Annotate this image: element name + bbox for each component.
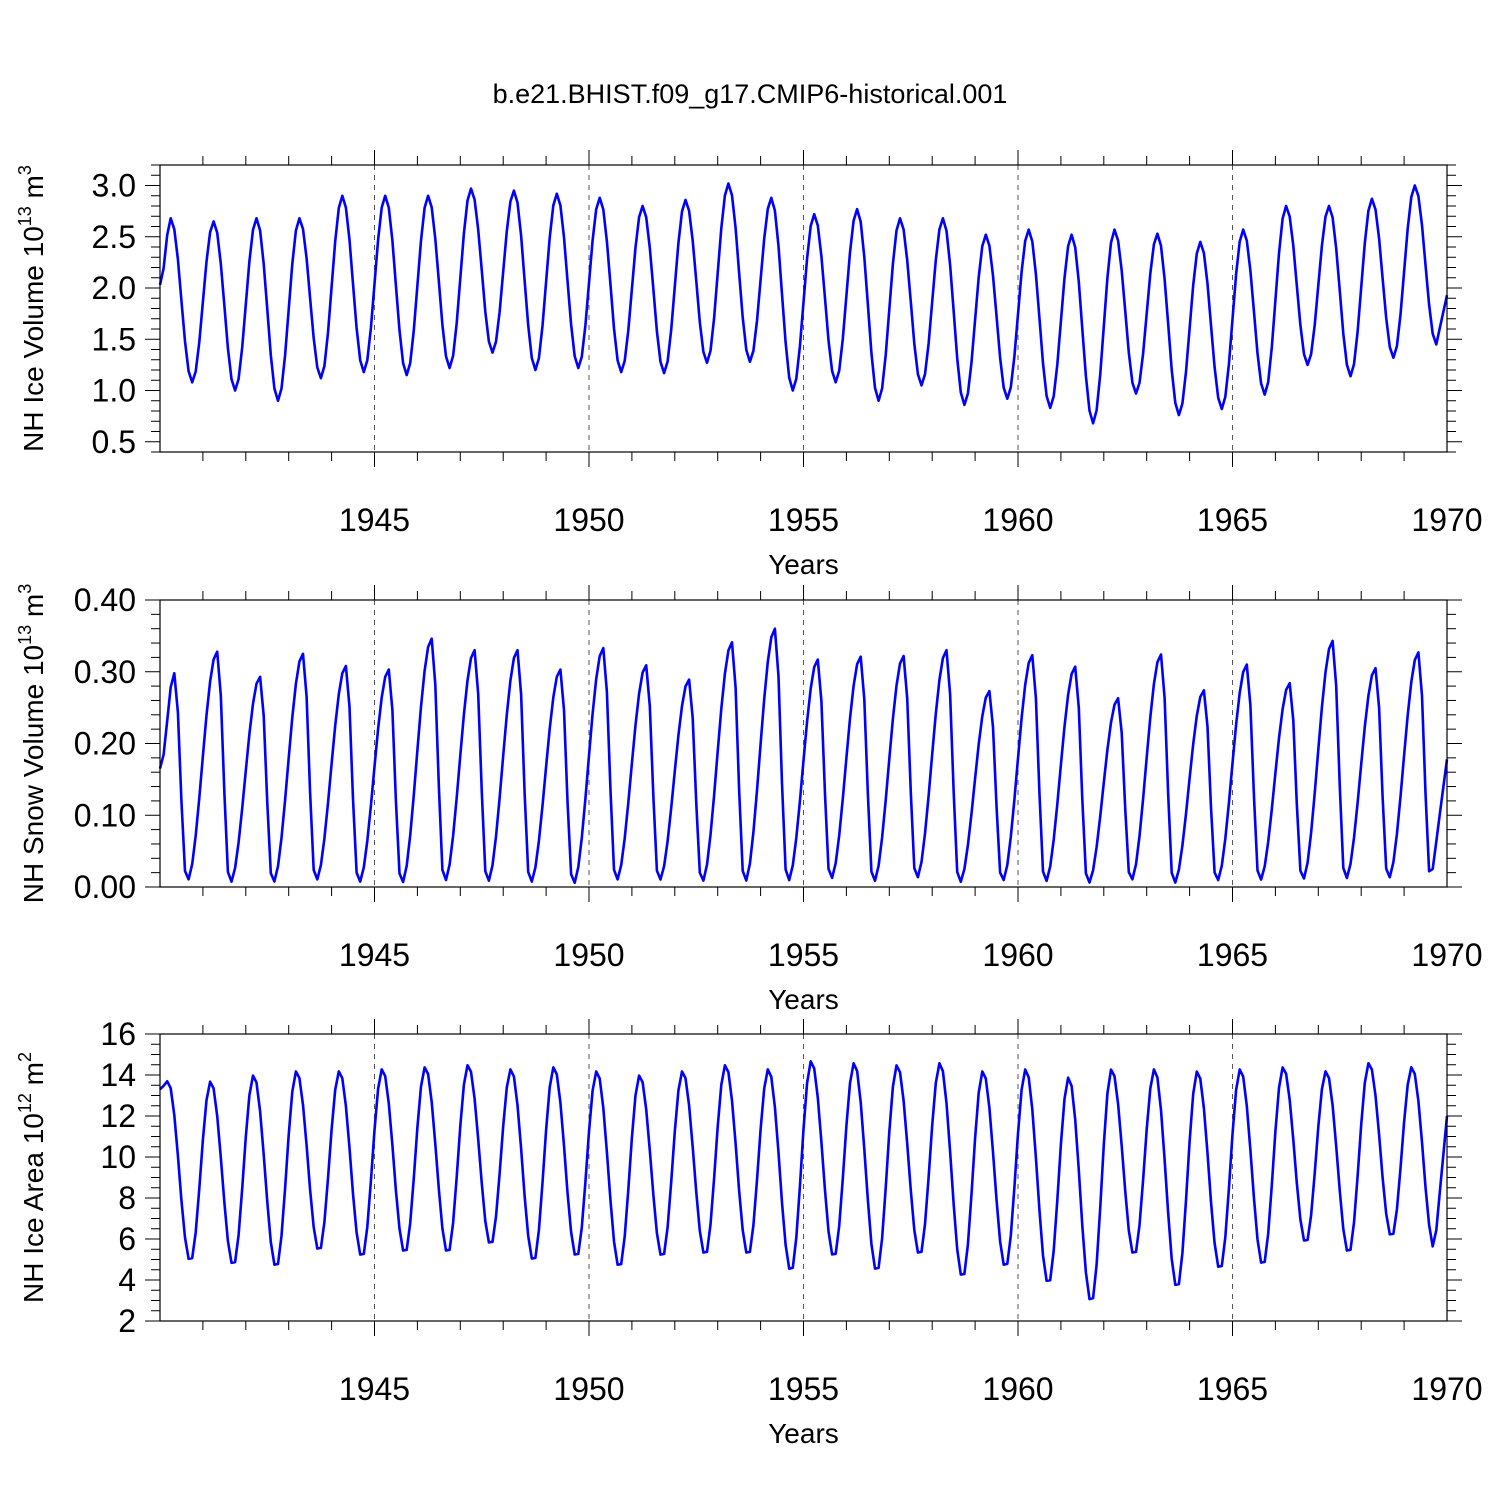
x-tick-label: 1960 [982,502,1053,538]
y-axis-label: NH Snow Volume 1013 m3 [15,584,49,904]
x-tick-label: 1950 [553,502,624,538]
y-axis-label: NH Ice Volume 1013 m3 [15,165,49,452]
x-tick-label: 1945 [339,502,410,538]
x-tick-label: 1955 [768,1371,839,1407]
snow-volume-panel: 0.00 0.10 0.20 0.30 0.40 1945 1950 1955 1960 1965… [15,582,1483,1015]
y-tick-label: 0.40 [74,582,136,618]
x-tick-label: 1955 [768,937,839,973]
x-axis-label: Years [768,549,839,580]
x-tick-label: 1955 [768,502,839,538]
y-tick-label: 4 [118,1262,136,1298]
y-tick-label: 2.0 [92,270,136,306]
ice-volume-panel: 0.5 1.0 1.5 2.0 2.5 3.0 1945 1950 1955 1960 1965 19… [15,150,1483,580]
y-tick-label: 0.30 [74,654,136,690]
x-tick-label: 1960 [982,1371,1053,1407]
x-tick-label: 1970 [1411,937,1482,973]
y-tick-label: 14 [100,1057,136,1093]
series-line [158,627,1449,885]
x-tick-label: 1945 [339,1371,410,1407]
plot-frame [159,1033,1448,1322]
x-tick-label: 1945 [339,937,410,973]
y-tick-label: 6 [118,1221,136,1257]
y-tick-label: 0.10 [74,797,136,833]
x-tick-label: 1965 [1197,1371,1268,1407]
plot-frame [159,164,1448,453]
y-tick-label: 2 [118,1303,136,1339]
x-tick-label: 1950 [553,1371,624,1407]
y-tick-label: 1.5 [92,321,136,357]
y-tick-label: 0.20 [74,726,136,762]
x-tick-label: 1950 [553,937,624,973]
y-axis-label: NH Ice Area 1012 m2 [15,1052,49,1303]
y-tick-label: 3.0 [92,168,136,204]
x-axis-label: Years [768,984,839,1015]
y-tick-label: 12 [100,1098,136,1134]
ice-area-panel: 2 4 6 8 10 12 14 16 1945 1950 1955 1960 1965 1970 Year… [15,1016,1483,1449]
series-line [158,182,1449,425]
x-tick-label: 1960 [982,937,1053,973]
y-tick-label: 2.5 [92,219,136,255]
x-tick-label: 1970 [1411,1371,1482,1407]
y-tick-label: 0.00 [74,869,136,905]
y-tick-label: 8 [118,1180,136,1216]
y-tick-label: 10 [100,1139,136,1175]
x-tick-label: 1965 [1197,502,1268,538]
x-tick-label: 1970 [1411,502,1482,538]
plot-frame [159,599,1448,888]
y-tick-label: 16 [100,1016,136,1052]
y-tick-label: 0.5 [92,424,136,460]
x-tick-label: 1965 [1197,937,1268,973]
series-line [159,1060,1449,1301]
y-tick-label: 1.0 [92,373,136,409]
x-axis-label: Years [768,1418,839,1449]
chart-title: b.e21.BHIST.f09_g17.CMIP6-historical.001 [493,79,1008,109]
